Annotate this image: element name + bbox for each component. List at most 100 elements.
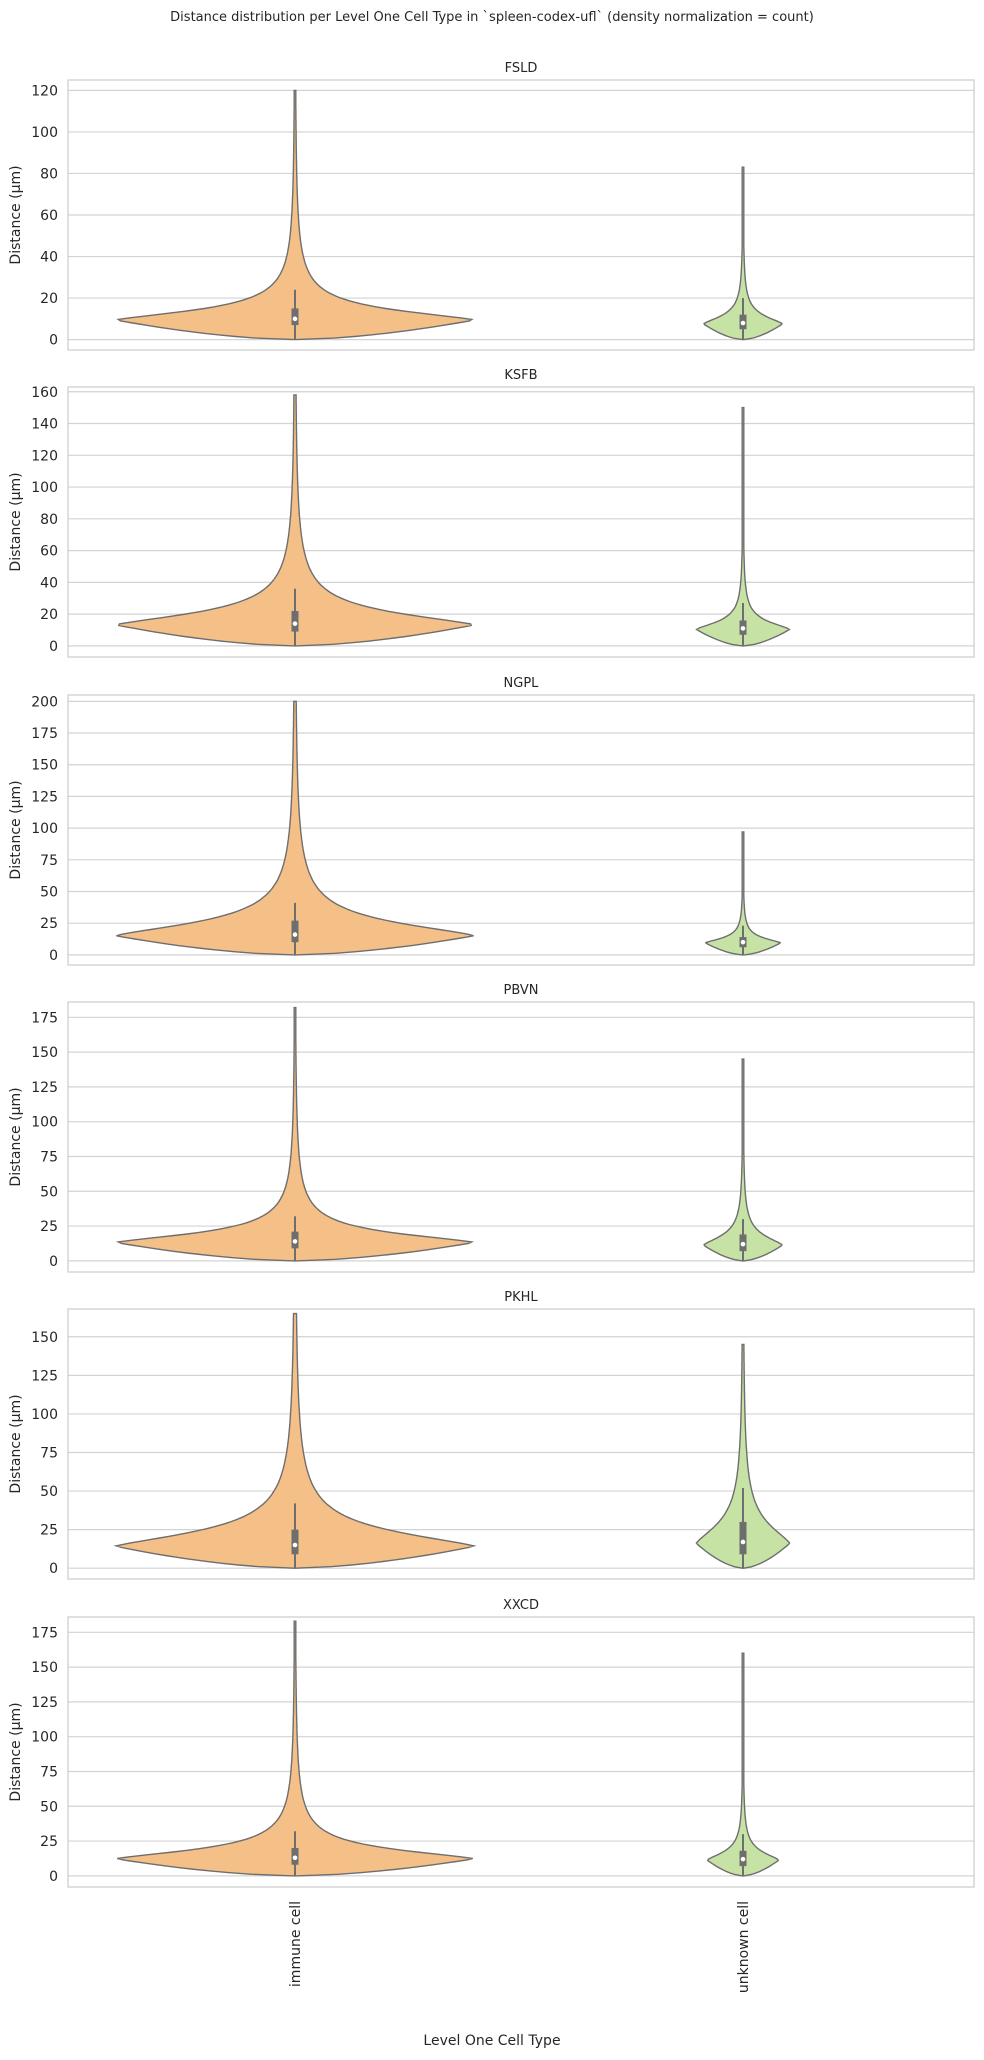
y-tick-label: 150 (31, 758, 58, 774)
panel-pbvn: PBVN 0 25 50 75 100 125 150 175 Distance (µm) (8, 983, 975, 1273)
violin-immune-cell (117, 1620, 473, 1877)
median-marker (740, 1241, 746, 1247)
y-tick-label: 0 (49, 333, 58, 349)
panel-title: FSLD (505, 61, 538, 76)
y-tick-label: 80 (40, 512, 58, 528)
axes-frame (67, 694, 975, 966)
axes-frame (67, 79, 975, 351)
panel-xxcd: XXCD 0 25 50 75 100 125 150 175 Distance (µm) immu… (8, 1598, 975, 1993)
median-marker (292, 621, 298, 626)
y-tick-label: 175 (31, 1010, 58, 1026)
y-tick-label: 20 (40, 291, 58, 307)
y-axis-label: Distance (µm) (8, 1087, 24, 1186)
violin-immune-cell (116, 700, 474, 956)
y-axis-label: Distance (µm) (8, 165, 24, 264)
y-tick-label: 60 (40, 208, 58, 224)
y-axis-label: Distance (µm) (8, 780, 24, 879)
y-tick-label: 80 (40, 166, 58, 182)
y-tick-label: 25 (40, 1834, 58, 1850)
median-marker (740, 1856, 746, 1862)
y-tick-label: 50 (40, 884, 58, 900)
panel-title: PBVN (504, 983, 539, 998)
violin-unknown-cell (706, 1652, 780, 1877)
iqr-box (739, 1521, 747, 1555)
panel-title: XXCD (503, 1598, 539, 1613)
median-marker (292, 1542, 298, 1548)
y-tick-label: 125 (31, 1695, 58, 1711)
y-tick-label: 175 (31, 726, 58, 742)
y-tick-label: 50 (40, 1799, 58, 1815)
violin-unknown-cell (695, 1343, 791, 1569)
y-tick-label: 100 (31, 480, 58, 496)
violin-unknown-cell (703, 166, 783, 341)
y-tick-label: 60 (40, 544, 58, 560)
y-tick-label: 0 (49, 948, 58, 964)
y-tick-label: 150 (31, 1660, 58, 1676)
panel-ksfb: KSFB 0 20 40 60 80 100 120 140 160 Distance (µm) (8, 368, 975, 658)
y-tick-label: 0 (49, 1254, 58, 1270)
y-tick-label: 100 (31, 1115, 58, 1131)
y-tick-label: 75 (40, 1149, 58, 1165)
y-tick-label: 125 (31, 1368, 58, 1384)
violin-immune-cell (115, 1006, 475, 1262)
y-tick-label: 100 (31, 1730, 58, 1746)
median-marker (740, 939, 746, 945)
y-tick-label: 50 (40, 1184, 58, 1200)
median-marker (740, 320, 746, 326)
y-tick-label: 25 (40, 916, 58, 932)
y-tick-label: 20 (40, 607, 58, 623)
y-tick-label: 100 (31, 125, 58, 141)
median-marker (292, 932, 298, 937)
iqr-box (291, 1529, 299, 1555)
axes-frame (67, 1308, 975, 1580)
median-marker (292, 1855, 298, 1861)
y-tick-label: 25 (40, 1219, 58, 1235)
violin-immune-cell (117, 394, 473, 647)
median-marker (740, 1539, 746, 1545)
panel-fsld: FSLD 0 20 40 60 80 100 120 Distance (µm) (8, 61, 975, 351)
axes-frame (67, 1001, 975, 1273)
panels: FSLD 0 20 40 60 80 100 120 Distance (µm) KSFB 0 20 4… (8, 61, 975, 1993)
y-tick-label: 75 (40, 1764, 58, 1780)
y-tick-label: 75 (40, 853, 58, 869)
median-marker (740, 626, 746, 631)
y-tick-label: 140 (31, 417, 58, 433)
y-tick-label: 125 (31, 789, 58, 805)
x-tick-label: unknown cell (736, 1901, 752, 1993)
y-axis-label: Distance (µm) (8, 1394, 24, 1493)
y-tick-label: 40 (40, 575, 58, 591)
y-axis-label: Distance (µm) (8, 472, 24, 571)
figure-title: Distance distribution per Level One Cell… (170, 10, 814, 25)
y-tick-label: 25 (40, 1523, 58, 1539)
axes-frame (67, 1616, 975, 1888)
y-tick-label: 150 (31, 1045, 58, 1061)
y-tick-label: 100 (31, 1407, 58, 1423)
panel-pkhl: PKHL 0 25 50 75 100 125 150 Distance (µm) (8, 1290, 975, 1580)
y-tick-label: 100 (31, 821, 58, 837)
x-axis-label: Level One Cell Type (423, 2033, 560, 2049)
y-tick-label: 0 (49, 1869, 58, 1885)
median-marker (292, 316, 298, 322)
y-axis-label: Distance (µm) (8, 1702, 24, 1801)
panel-title: PKHL (504, 1290, 538, 1305)
y-tick-label: 0 (49, 639, 58, 655)
y-tick-label: 75 (40, 1445, 58, 1461)
violin-immune-cell (113, 1312, 477, 1569)
y-tick-label: 125 (31, 1080, 58, 1096)
y-tick-label: 40 (40, 250, 58, 266)
violin-immune-cell (116, 89, 474, 341)
violin-unknown-cell (703, 1058, 783, 1262)
y-tick-label: 120 (31, 83, 58, 99)
iqr-box (291, 920, 299, 943)
violin-unknown-cell (695, 406, 791, 647)
y-tick-label: 0 (49, 1561, 58, 1577)
median-marker (292, 1239, 298, 1244)
y-tick-label: 50 (40, 1484, 58, 1500)
x-tick-label: immune cell (288, 1901, 304, 1987)
axes-frame (67, 386, 975, 658)
panel-title: NGPL (504, 676, 540, 691)
iqr-box (291, 610, 299, 632)
y-tick-label: 120 (31, 448, 58, 464)
y-tick-label: 200 (31, 694, 58, 710)
